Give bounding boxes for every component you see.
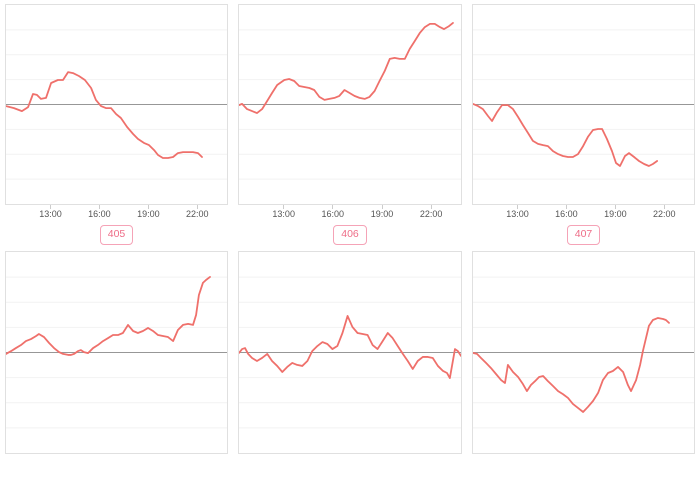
series-line xyxy=(239,316,461,378)
x-tick-label: 19:00 xyxy=(604,209,627,219)
chart-plot-409 xyxy=(238,251,462,454)
line-chart-canvas xyxy=(473,5,694,204)
chart-plot-407 xyxy=(472,4,695,205)
chart-plot-405 xyxy=(5,4,228,205)
chart-label-row: 407 xyxy=(467,224,700,245)
x-tick-mark xyxy=(147,205,149,209)
x-tick-label: 13:00 xyxy=(39,209,62,219)
x-tick-mark xyxy=(98,205,100,209)
x-tick-mark xyxy=(283,205,285,209)
series-line xyxy=(6,72,202,158)
line-chart-canvas xyxy=(6,252,227,453)
x-tick-label: 19:00 xyxy=(370,209,394,219)
x-tick-label: 19:00 xyxy=(137,209,160,219)
x-tick-mark xyxy=(381,205,383,209)
x-tick-label: 16:00 xyxy=(321,209,345,219)
x-tick-mark xyxy=(614,205,616,209)
chart-plot-410 xyxy=(472,251,695,454)
series-line xyxy=(473,318,669,412)
x-tick-mark xyxy=(49,205,51,209)
chart-label-row: 405 xyxy=(0,224,233,245)
x-tick-label: 22:00 xyxy=(652,209,676,219)
x-tick-mark xyxy=(332,205,334,209)
x-tick-label: 22:00 xyxy=(419,209,443,219)
line-chart-canvas xyxy=(239,252,461,453)
chart-label-badge-405[interactable]: 405 xyxy=(99,225,134,245)
x-tick-mark xyxy=(430,205,432,209)
chart-cell-407: 13:00 16:00 19:00 22:00 407 xyxy=(467,0,700,248)
chart-label-row: 406 xyxy=(233,224,467,245)
x-tick-label: 16:00 xyxy=(88,209,111,219)
chart-label-badge-406[interactable]: 406 xyxy=(333,225,367,245)
chart-cell-406: 13:00 16:00 19:00 22:00 406 xyxy=(233,0,467,248)
x-tick-mark xyxy=(196,205,198,209)
x-axis-407: 13:00 16:00 19:00 22:00 xyxy=(472,205,695,221)
x-tick-label: 13:00 xyxy=(506,209,529,219)
line-chart-canvas xyxy=(473,252,694,453)
x-axis-406: 13:00 16:00 19:00 22:00 xyxy=(238,205,462,221)
x-tick-label: 16:00 xyxy=(555,209,578,219)
x-axis-405: 13:00 16:00 19:00 22:00 xyxy=(5,205,228,221)
x-tick-mark xyxy=(663,205,665,209)
series-line xyxy=(6,277,210,355)
chart-cell-405: 13:00 16:00 19:00 22:00 405 xyxy=(0,0,233,248)
line-chart-canvas xyxy=(6,5,227,204)
x-tick-label: 13:00 xyxy=(272,209,295,219)
series-line xyxy=(239,23,453,113)
x-tick-mark xyxy=(516,205,518,209)
chart-label-badge-407[interactable]: 407 xyxy=(566,225,601,245)
chart-plot-408 xyxy=(5,251,228,454)
x-tick-label: 22:00 xyxy=(185,209,209,219)
series-line xyxy=(473,104,657,166)
line-chart-canvas xyxy=(239,5,461,204)
chart-plot-406 xyxy=(238,4,462,205)
x-tick-mark xyxy=(565,205,567,209)
